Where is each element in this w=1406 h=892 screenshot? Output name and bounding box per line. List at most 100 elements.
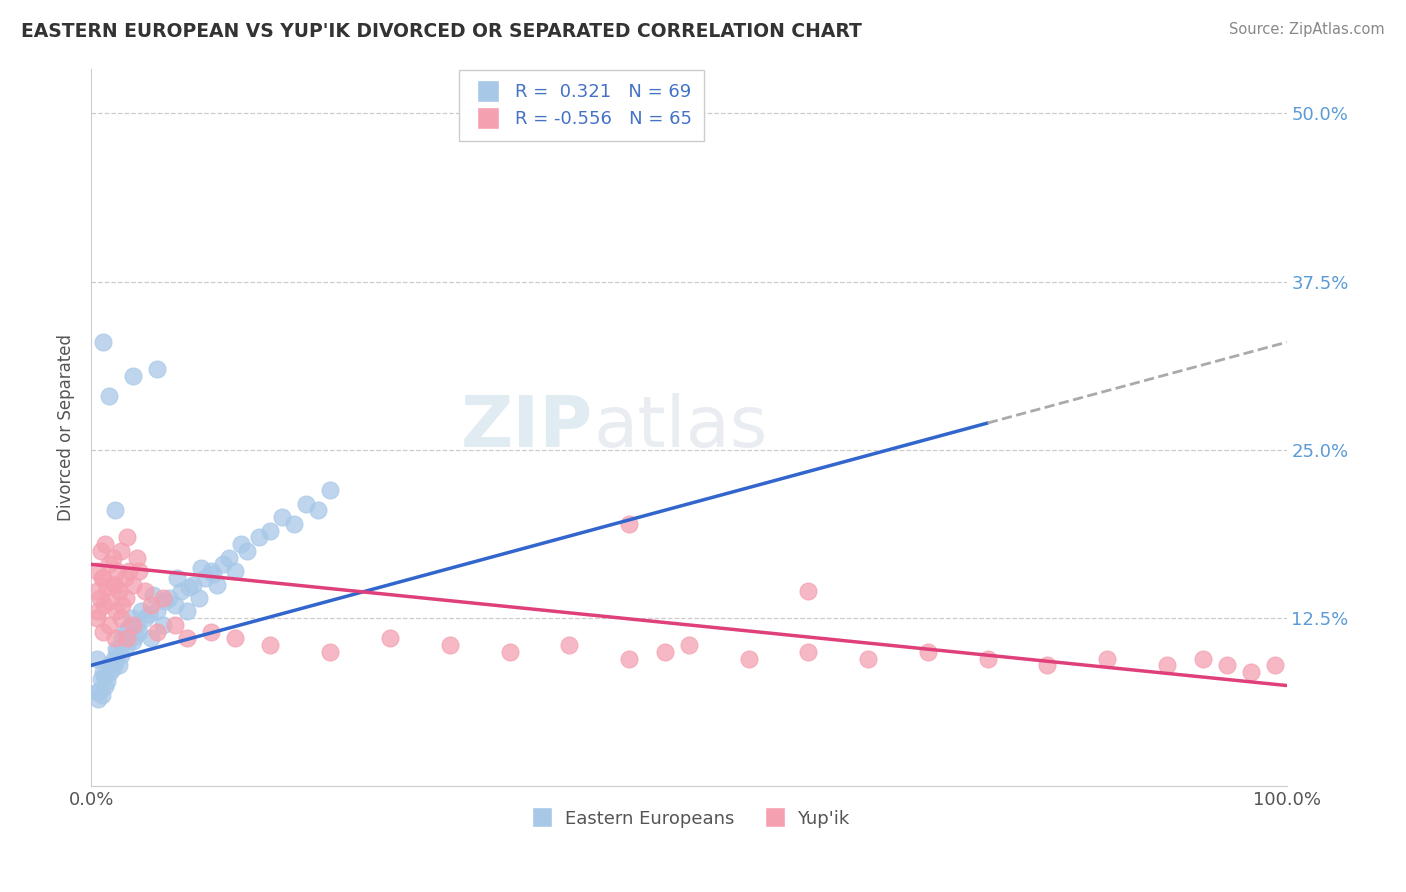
Point [125, 618, 148, 632]
Point [98, 665, 121, 679]
Point [247, 530, 270, 544]
Point [103, 651, 125, 665]
Point [122, 577, 145, 591]
Point [91, 624, 114, 639]
Point [115, 638, 138, 652]
Point [654, 645, 676, 659]
Point [86, 685, 108, 699]
Point [98, 558, 121, 572]
Point [617, 516, 640, 531]
Point [98, 389, 121, 403]
Legend: Eastern Europeans, Yup'ik: Eastern Europeans, Yup'ik [522, 803, 856, 835]
Point [146, 605, 169, 619]
Point [187, 591, 209, 605]
Point [91, 571, 114, 585]
Point [152, 591, 174, 605]
Point [114, 624, 136, 639]
Point [114, 634, 136, 648]
Point [110, 648, 132, 662]
Point [93, 669, 115, 683]
Point [295, 497, 318, 511]
Point [737, 651, 759, 665]
Point [98, 658, 121, 673]
Point [1264, 658, 1286, 673]
Point [797, 645, 820, 659]
Point [139, 632, 162, 646]
Point [977, 651, 1000, 665]
Point [107, 564, 129, 578]
Point [117, 621, 139, 635]
Point [166, 571, 188, 585]
Point [90, 571, 112, 585]
Text: EASTERN EUROPEAN VS YUP'IK DIVORCED OR SEPARATED CORRELATION CHART: EASTERN EUROPEAN VS YUP'IK DIVORCED OR S… [21, 22, 862, 41]
Point [378, 632, 401, 646]
Point [107, 645, 129, 659]
Point [87, 692, 110, 706]
Point [86, 611, 108, 625]
Point [87, 605, 110, 619]
Point [86, 651, 108, 665]
Point [283, 516, 305, 531]
Point [134, 584, 156, 599]
Point [439, 638, 461, 652]
Point [307, 503, 329, 517]
Point [157, 591, 180, 605]
Text: atlas: atlas [593, 393, 768, 462]
Point [617, 651, 640, 665]
Point [94, 679, 117, 693]
Point [134, 611, 156, 625]
Point [128, 564, 150, 578]
Point [86, 564, 108, 578]
Point [89, 682, 111, 697]
Point [110, 611, 132, 625]
Point [128, 624, 150, 639]
Point [91, 335, 114, 350]
Point [498, 645, 520, 659]
Point [96, 674, 118, 689]
Point [139, 598, 162, 612]
Point [104, 577, 127, 591]
Point [90, 544, 112, 558]
Point [110, 544, 132, 558]
Point [218, 550, 240, 565]
Point [319, 645, 342, 659]
Point [259, 638, 281, 652]
Point [93, 598, 115, 612]
Point [114, 571, 136, 585]
Point [124, 629, 146, 643]
Point [176, 632, 198, 646]
Point [96, 580, 118, 594]
Point [89, 591, 111, 605]
Point [170, 584, 193, 599]
Point [122, 368, 145, 383]
Text: Source: ZipAtlas.com: Source: ZipAtlas.com [1229, 22, 1385, 37]
Point [181, 577, 204, 591]
Point [98, 593, 121, 607]
Point [114, 591, 136, 605]
Point [125, 550, 148, 565]
Point [111, 632, 134, 646]
Point [111, 598, 134, 612]
Point [101, 550, 124, 565]
Point [224, 632, 246, 646]
Point [797, 584, 820, 599]
Point [86, 584, 108, 599]
Point [142, 588, 165, 602]
Point [115, 530, 138, 544]
Point [122, 634, 145, 648]
Point [118, 564, 141, 578]
Point [104, 656, 127, 670]
Point [105, 642, 128, 657]
Point [138, 607, 160, 622]
Point [211, 558, 233, 572]
Point [107, 658, 129, 673]
Point [131, 605, 153, 619]
Text: ZIP: ZIP [461, 393, 593, 462]
Point [229, 537, 252, 551]
Point [90, 688, 112, 702]
Point [104, 503, 127, 517]
Point [1192, 651, 1215, 665]
Point [1240, 665, 1263, 679]
Point [118, 632, 141, 646]
Point [122, 618, 145, 632]
